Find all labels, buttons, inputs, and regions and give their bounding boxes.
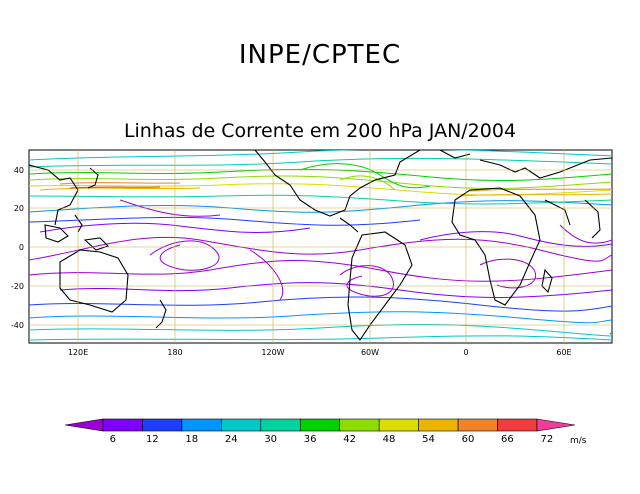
plot-title: Linhas de Corrente em 200 hPa JAN/2004 — [123, 120, 517, 142]
lon-tick: 60E — [556, 348, 571, 357]
map-frame — [28, 149, 613, 344]
lat-tick: 40 — [14, 166, 24, 175]
colorbar-label: 12 — [146, 434, 159, 445]
colorbar-label: 72 — [540, 434, 553, 445]
colorbar-segment — [536, 418, 576, 432]
colorbar-label: 36 — [304, 434, 317, 445]
colorbar-segment — [64, 418, 104, 432]
colorbar-label: 60 — [462, 434, 475, 445]
colorbar-label: 24 — [225, 434, 238, 445]
lon-axis: 120E 180 120W 60W 0 60E — [68, 348, 572, 357]
colorbar-label: 66 — [501, 434, 514, 445]
lon-tick: 120E — [68, 348, 88, 357]
colorbar-segment — [142, 418, 183, 432]
colorbar-label: 6 — [110, 434, 116, 445]
lat-tick: -40 — [11, 321, 24, 330]
colorbar-segment — [221, 418, 262, 432]
colorbar-segment — [339, 418, 380, 432]
colorbar-unit: m/s — [570, 436, 587, 446]
lon-tick: 180 — [167, 348, 182, 357]
lon-tick: 60W — [361, 348, 379, 357]
lat-axis: 40 20 0 -20 -40 — [11, 166, 24, 330]
lat-tick: 20 — [14, 204, 24, 213]
colorbar-segment — [102, 418, 143, 432]
lon-tick: 120W — [261, 348, 284, 357]
colorbar-label: 42 — [343, 434, 356, 445]
lat-tick: -20 — [11, 282, 24, 291]
colorbar: 6 12 18 24 30 36 42 48 54 60 66 72 — [64, 418, 576, 445]
colorbar-label: 54 — [422, 434, 435, 445]
colorbar-segment — [299, 418, 341, 432]
colorbar-label: 30 — [264, 434, 277, 445]
lat-tick: 0 — [19, 243, 24, 252]
colorbar-segment — [181, 418, 222, 432]
page-header: INPE/CPTEC — [238, 40, 402, 70]
colorbar-label: 48 — [383, 434, 396, 445]
coastlines — [29, 150, 612, 343]
colorbar-label: 18 — [185, 434, 198, 445]
colorbar-segment — [378, 418, 419, 432]
colorbar-segment — [260, 418, 301, 432]
colorbar-segment — [418, 418, 459, 432]
colorbar-segment — [457, 418, 498, 432]
lon-tick: 0 — [463, 348, 468, 357]
colorbar-segment — [497, 418, 538, 432]
grid — [29, 150, 612, 343]
